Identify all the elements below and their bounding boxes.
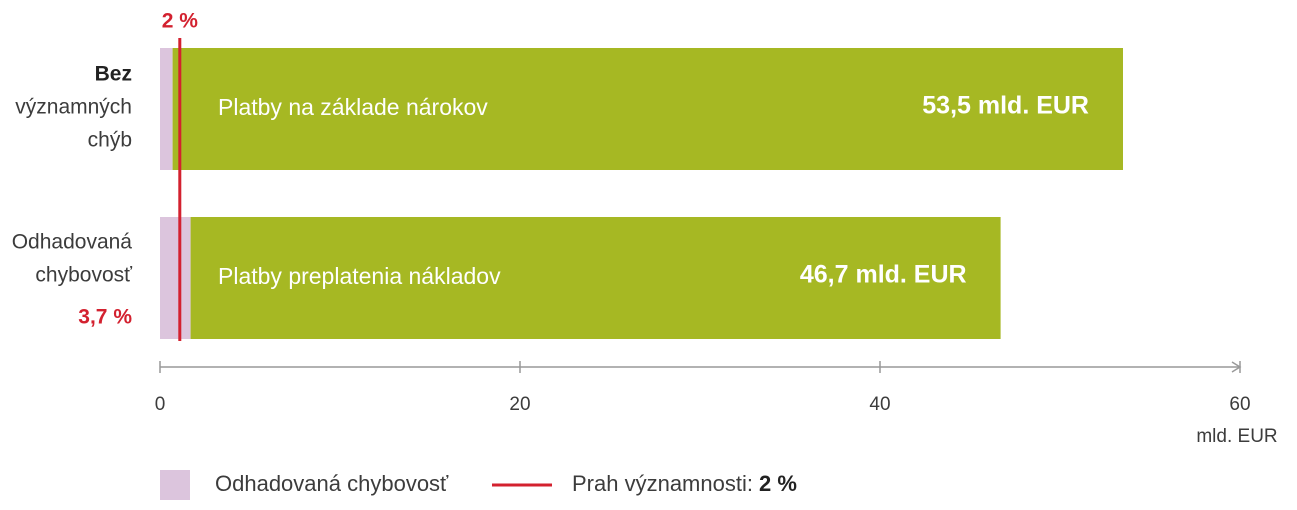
legend-label: Odhadovaná chybovosť [215,471,449,496]
bar-segment [160,217,191,339]
bar-category-label: Platby na základe nárokov [218,94,488,120]
x-tick-label: 40 [869,394,890,415]
x-tick-label: 60 [1229,394,1250,415]
x-axis-label: mld. EUR [1196,426,1277,447]
x-tick-label: 20 [509,394,530,415]
row-label: chybovosť [35,264,133,287]
bar-segment [172,48,1124,170]
bar-total-label: 46,7 mld. EUR [800,261,967,289]
legend-threshold-text: Prah významnosti: 2 % [572,471,797,496]
x-tick-label: 0 [155,394,166,415]
row-label: Bez [95,63,132,86]
legend-threshold-value: 2 % [759,471,797,496]
row-label: chýb [88,129,132,152]
row-label: 3,7 % [78,306,132,329]
bar-category-label: Platby preplatenia nákladov [218,263,501,289]
bar-segment [160,48,173,170]
legend-threshold-label: Prah významnosti: [572,471,753,496]
bar-segment [190,217,1001,339]
bar-total-label: 53,5 mld. EUR [922,92,1089,120]
legend-swatch [160,470,190,500]
row-label: Odhadovaná [12,231,133,254]
row-label: významných [15,96,132,119]
threshold-label: 2 % [162,10,199,33]
